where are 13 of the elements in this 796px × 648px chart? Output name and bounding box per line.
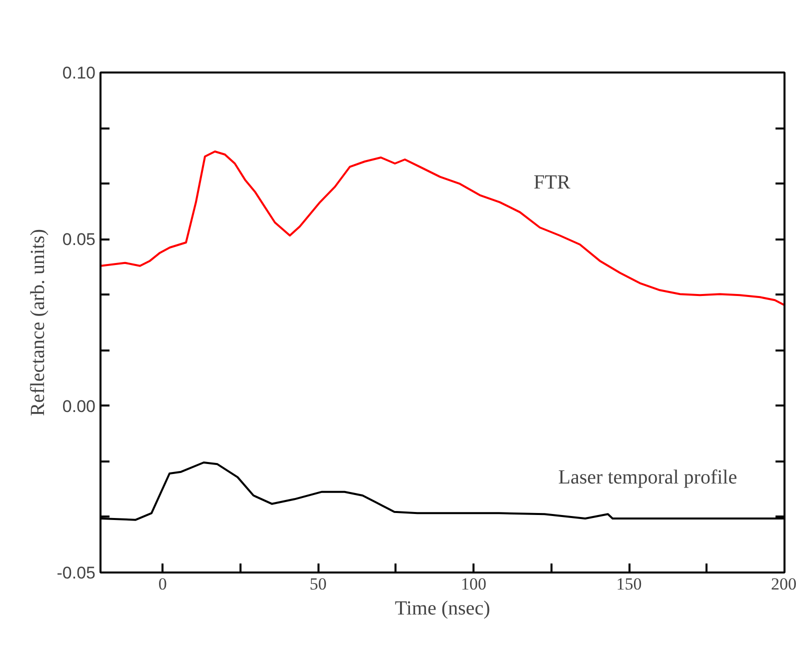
x-axis-title: Time (nsec): [394, 598, 490, 620]
y-tick-label: 0.00: [62, 396, 96, 416]
x-tick-label: 100: [460, 574, 486, 594]
y-axis-title: Reflectance (arb. units): [26, 228, 49, 416]
y-tick-label: -0.05: [56, 564, 96, 582]
y-tick-label: 0.05: [62, 230, 96, 250]
y-tick-label: 0.10: [62, 64, 96, 82]
x-tick-label: 200: [771, 574, 796, 594]
series-label: FTR: [534, 172, 571, 194]
x-tick-label: 150: [616, 574, 642, 594]
x-tick-label: 50: [310, 574, 327, 594]
series-label: Laser temporal profile: [558, 466, 738, 488]
x-tick-label: 0: [158, 574, 167, 594]
